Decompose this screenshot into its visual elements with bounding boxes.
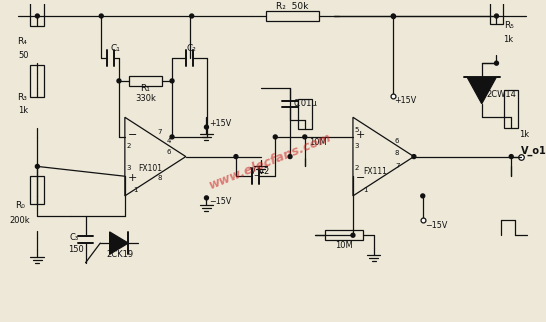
Text: R₀: R₀: [15, 201, 25, 210]
Text: 2: 2: [127, 143, 131, 149]
Text: 2CK19: 2CK19: [106, 251, 134, 260]
Text: 8: 8: [395, 150, 400, 156]
Text: C₃: C₃: [69, 233, 78, 242]
Circle shape: [412, 155, 416, 158]
Bar: [266, 11, 319, 21]
Text: V_o1: V_o1: [521, 146, 546, 156]
Text: 8: 8: [157, 175, 162, 181]
Text: 5: 5: [355, 127, 359, 133]
Text: −: −: [128, 130, 138, 140]
Text: 10M: 10M: [335, 241, 353, 250]
Text: 150: 150: [68, 245, 84, 254]
Text: −15V: −15V: [209, 197, 232, 206]
Bar: [128, 76, 163, 86]
Text: +: +: [356, 130, 365, 140]
Text: 7: 7: [157, 129, 162, 135]
Text: 330k: 330k: [135, 94, 156, 103]
Text: FX111: FX111: [364, 167, 388, 176]
Circle shape: [234, 155, 238, 158]
Circle shape: [205, 196, 209, 200]
Text: 6: 6: [167, 149, 171, 155]
Text: 7: 7: [395, 163, 400, 169]
Text: 1: 1: [133, 187, 138, 193]
Text: 1k: 1k: [19, 106, 28, 115]
Polygon shape: [467, 77, 497, 104]
Circle shape: [205, 125, 209, 129]
Circle shape: [99, 14, 103, 18]
Bar: [31, 65, 44, 97]
Text: 1k: 1k: [503, 35, 513, 44]
Text: 3: 3: [127, 166, 131, 171]
Text: 1: 1: [364, 187, 368, 193]
Circle shape: [509, 155, 513, 158]
Text: www.elecfans.com: www.elecfans.com: [207, 131, 334, 192]
Text: −15V: −15V: [425, 221, 448, 230]
Text: R₂  50k: R₂ 50k: [276, 2, 308, 11]
Circle shape: [35, 165, 39, 168]
Text: 2CW14: 2CW14: [486, 90, 517, 99]
Text: R₁: R₁: [140, 84, 151, 93]
Text: 4: 4: [167, 138, 171, 144]
Text: R₅: R₅: [505, 21, 514, 30]
Circle shape: [303, 135, 307, 139]
Bar: [31, 0, 44, 26]
Circle shape: [170, 135, 174, 139]
Circle shape: [351, 233, 355, 237]
Text: 2: 2: [355, 166, 359, 171]
Text: +15V: +15V: [209, 118, 232, 128]
Text: R₃: R₃: [17, 93, 27, 102]
Circle shape: [35, 14, 39, 18]
Circle shape: [391, 14, 395, 18]
Bar: [505, 90, 518, 128]
Text: 10M: 10M: [308, 138, 327, 147]
Circle shape: [495, 14, 498, 18]
Text: 200k: 200k: [9, 216, 30, 225]
Circle shape: [190, 14, 194, 18]
Circle shape: [170, 79, 174, 83]
Bar: [298, 99, 312, 128]
Text: R₄: R₄: [17, 37, 27, 46]
Circle shape: [495, 61, 498, 65]
Bar: [490, 0, 503, 24]
Circle shape: [288, 155, 292, 158]
Polygon shape: [110, 232, 128, 254]
Text: 3: 3: [355, 143, 359, 149]
Circle shape: [117, 79, 121, 83]
Text: +: +: [128, 173, 138, 183]
Circle shape: [274, 135, 277, 139]
Text: FX101: FX101: [139, 164, 162, 173]
Text: 6: 6: [395, 138, 400, 144]
Text: 0.01μ: 0.01μ: [294, 99, 318, 108]
Text: −: −: [356, 173, 365, 183]
Text: +15V: +15V: [394, 96, 416, 105]
Text: 50: 50: [19, 51, 29, 60]
Text: V_v2: V_v2: [251, 166, 271, 175]
Text: C₁: C₁: [110, 44, 120, 53]
Bar: [31, 176, 44, 204]
Text: 1k: 1k: [519, 130, 529, 139]
Bar: [325, 230, 363, 240]
Circle shape: [421, 194, 425, 198]
Text: C₂: C₂: [187, 44, 197, 53]
